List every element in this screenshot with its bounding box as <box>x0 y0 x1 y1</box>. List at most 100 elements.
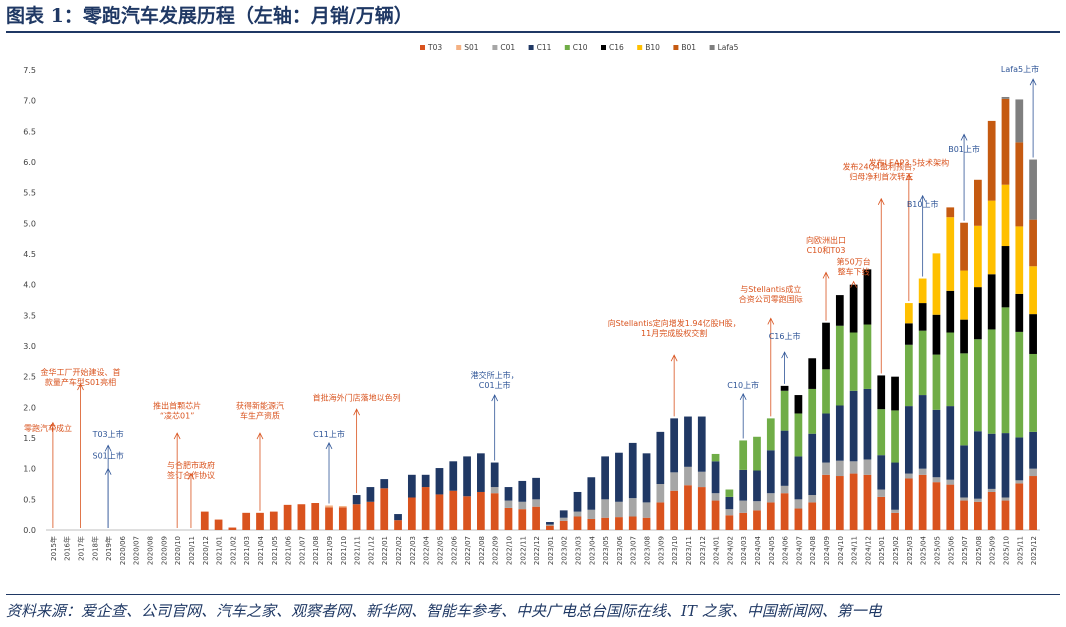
bar-segment-c11 <box>380 479 389 489</box>
bar-segment-t03 <box>835 476 844 530</box>
bar-segment-b10 <box>1015 226 1024 294</box>
bar-segment-c11 <box>960 445 968 498</box>
bar-segment-c11 <box>822 413 830 463</box>
bar-segment-c11 <box>711 461 720 494</box>
x-tick-label: 2021/02 <box>229 536 237 565</box>
bar-segment-c01 <box>490 487 499 494</box>
bar-segment-c11 <box>601 456 609 500</box>
bar-segment-c01 <box>960 497 968 501</box>
y-tick-label: 6.0 <box>23 158 36 167</box>
bar-segment-c11 <box>974 431 982 499</box>
bar-segment-c10 <box>766 418 775 451</box>
annotation-label: 款量产车型S01亮相 <box>45 377 116 387</box>
arrow-head <box>877 197 885 205</box>
bar-segment-c11 <box>946 406 955 480</box>
bar-segment-c01 <box>1001 497 1010 501</box>
bar-segment-t03 <box>587 518 596 530</box>
annotation-label: Lafa5上市 <box>1001 64 1039 74</box>
bar-segment-t03 <box>891 512 899 530</box>
x-tick-label: 2021/12 <box>367 536 375 565</box>
bar-segment-t03 <box>283 504 292 530</box>
annotation-label: C01上市 <box>479 380 511 390</box>
x-tick-label: 2020/10 <box>174 536 182 565</box>
annotation-label: 获得新能源汽 <box>236 401 284 411</box>
bar-segment-lafa5 <box>1015 99 1024 143</box>
annotation-label: C11上市 <box>313 429 345 439</box>
bar-segment-c16 <box>849 284 858 333</box>
bar-segment-c01 <box>987 488 996 492</box>
bar-segment-c10 <box>1015 331 1024 438</box>
bar-segment-c10 <box>974 339 982 432</box>
annotation-label: 推出首颗芯片 <box>153 401 201 411</box>
bar-segment-t03 <box>559 520 568 530</box>
bar-segment-t03 <box>214 519 223 530</box>
bar-segment-t03 <box>739 512 748 530</box>
bar-segment-c01 <box>532 499 540 507</box>
bar-segment-c11 <box>407 474 416 498</box>
bar-segment-c10 <box>987 329 996 434</box>
bar-segment-t03 <box>946 484 955 530</box>
bar-segment-t03 <box>366 501 375 530</box>
bar-segment-t03 <box>960 500 968 530</box>
bar-segment-t03 <box>421 487 430 530</box>
x-tick-label: 2024/10 <box>837 536 845 565</box>
arrow-head <box>104 444 112 452</box>
bar-segment-c11 <box>546 522 554 525</box>
x-tick-label: 2016年 <box>63 536 72 561</box>
arrow-head <box>767 317 775 325</box>
bar-segment-c01 <box>808 495 817 503</box>
bar-segment-t03 <box>297 504 306 530</box>
bar-segment-c01 <box>822 462 830 475</box>
bar-segment-c10 <box>808 388 817 434</box>
x-tick-label: 2024/08 <box>809 536 817 565</box>
arrow-head <box>491 394 499 402</box>
x-tick-label: 2017年 <box>77 536 86 561</box>
x-tick-label: 2021/09 <box>326 536 334 565</box>
x-tick-label: 2022/04 <box>423 535 431 565</box>
x-tick-label: 2022/10 <box>505 536 513 565</box>
bar-segment-c11 <box>891 462 899 510</box>
bar-segment-t03 <box>780 493 789 530</box>
bar-segment-c16 <box>960 319 968 354</box>
bar-segment-c11 <box>932 409 941 478</box>
annotation-label: 发布LEAP3.5技术架构 <box>869 157 950 167</box>
bar-segment-c01 <box>725 509 734 516</box>
x-tick-label: 2023/09 <box>657 536 665 565</box>
x-tick-label: 2024/06 <box>782 535 790 565</box>
legend-swatch <box>420 45 425 50</box>
bar-segment-b10 <box>946 217 955 291</box>
bar-segment-t03 <box>1001 500 1010 530</box>
bar-segment-b01 <box>1029 219 1037 267</box>
bar-segment-c10 <box>918 330 927 396</box>
footer-rule <box>6 594 1060 595</box>
bar-segment-c10 <box>780 390 789 431</box>
annotation-label: 向Stellantis定向增发1.94亿股H股， <box>608 318 741 328</box>
bar-segment-c01 <box>739 500 748 513</box>
bar-segment-c01 <box>601 499 609 518</box>
x-tick-label: 2021/04 <box>257 535 265 565</box>
bar-segment-t03 <box>794 508 803 530</box>
legend-swatch <box>564 45 570 50</box>
x-tick-label: 2025/12 <box>1030 536 1038 565</box>
x-tick-label: 2020/09 <box>160 536 168 565</box>
bar-segment-c11 <box>449 461 458 491</box>
legend-swatch <box>601 45 606 50</box>
bar-segment-t03 <box>490 493 499 530</box>
bar-segment-t03 <box>518 509 527 530</box>
bar-segment-t03 <box>656 502 665 530</box>
bar-segment-c11 <box>849 390 858 462</box>
x-tick-label: 2023/08 <box>644 536 652 565</box>
bar-segment-c11 <box>352 495 361 505</box>
legend-swatch <box>673 45 679 50</box>
x-tick-label: 2025/02 <box>892 536 900 565</box>
bar-segment-c10 <box>891 410 899 463</box>
y-tick-label: 3.5 <box>23 311 36 320</box>
bar-segment-c11 <box>670 418 679 473</box>
arrow-head <box>1029 78 1037 86</box>
bar-segment-t03 <box>311 503 320 530</box>
x-tick-label: 2022/12 <box>533 536 541 565</box>
x-tick-label: 2025/10 <box>1002 536 1010 565</box>
bar-segment-b10 <box>904 303 913 324</box>
bar-segment-t03 <box>352 504 361 530</box>
